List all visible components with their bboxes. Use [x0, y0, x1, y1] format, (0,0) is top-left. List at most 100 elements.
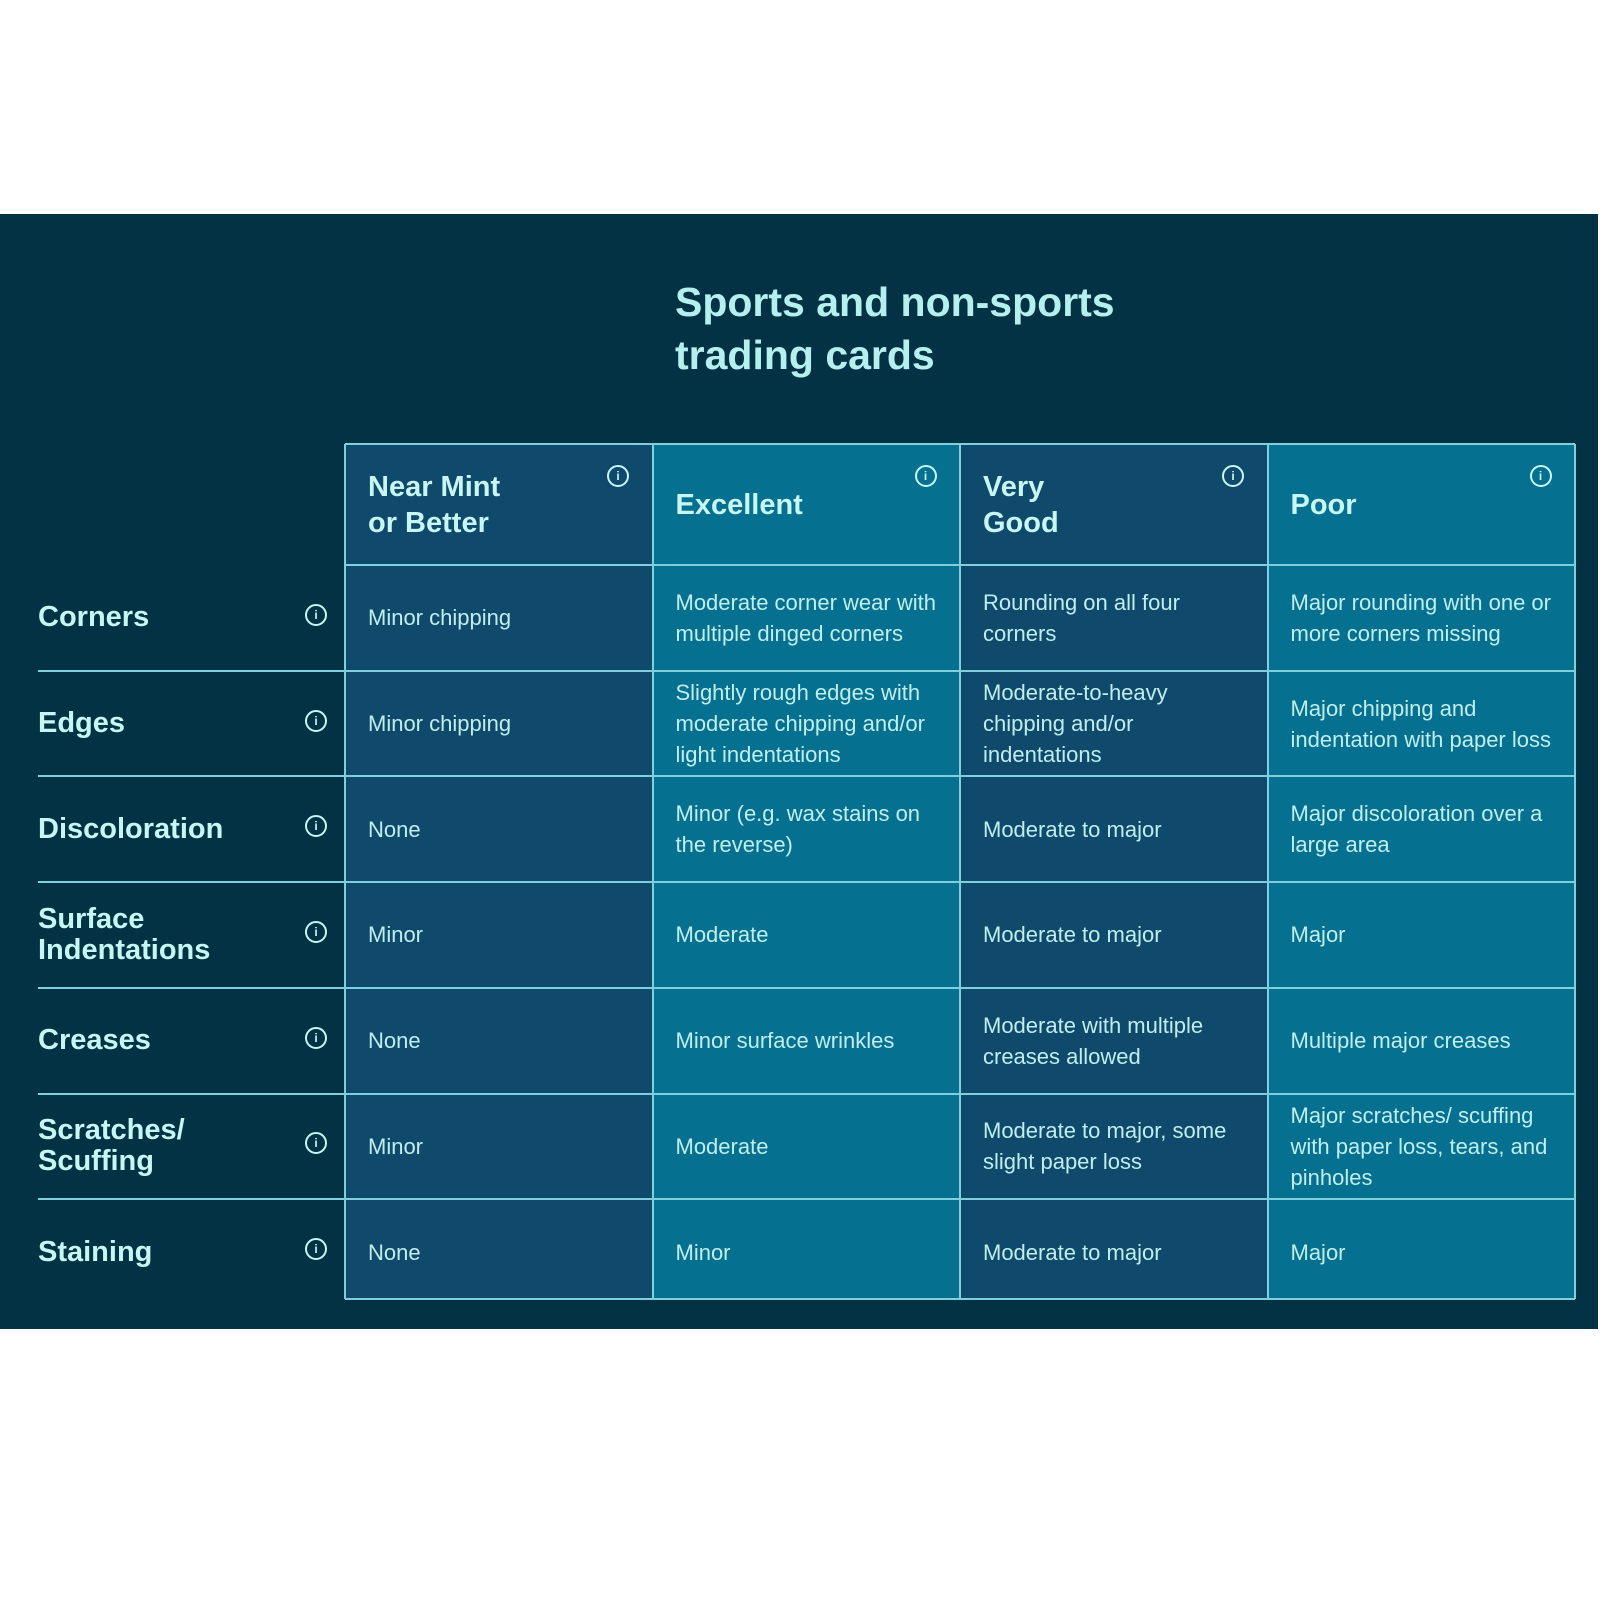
column-header-label: Near Mint or Better — [368, 470, 501, 539]
info-icon[interactable]: i — [305, 1132, 327, 1155]
page-title: Sports and non-sports trading cards — [675, 276, 1115, 382]
column-header: Near Mint or Better — [345, 444, 653, 565]
cell-text: Moderate — [675, 1133, 769, 1159]
condition-table: Near Mint or Better i Excellent i Very Good i… — [344, 443, 1576, 1300]
row-label-text: Staining — [38, 1235, 153, 1268]
row-label: Corners — [38, 565, 298, 671]
row-divider — [38, 1198, 1575, 1201]
table-cell: None — [345, 1199, 653, 1305]
row-label: Creases — [38, 988, 298, 1094]
cell-text: Moderate to major — [983, 1239, 1162, 1265]
table-cell: Rounding on all four corners — [960, 565, 1268, 671]
column-header: Poor — [1268, 444, 1576, 565]
cell-text: Minor chipping — [368, 711, 512, 737]
table-cell: Moderate — [653, 1094, 961, 1200]
table-cell: Moderate corner wear with multiple dinge… — [653, 565, 961, 671]
cell-text: Major — [1290, 922, 1346, 948]
cell-text: Rounding on all four corners — [983, 589, 1180, 646]
cell-text: Moderate to major — [983, 816, 1162, 842]
row-divider — [345, 1298, 1575, 1300]
cell-text: None — [368, 1239, 421, 1265]
info-icon[interactable]: i — [305, 815, 327, 838]
title-line: Sports and non-sports — [675, 279, 1115, 325]
table-cell: Minor — [345, 882, 653, 988]
table-cell: Minor chipping — [345, 565, 653, 671]
info-icon[interactable]: i — [914, 465, 937, 487]
table-cell: Minor (e.g. wax stains on the reverse) — [653, 776, 961, 882]
row-label: Edges — [38, 671, 298, 777]
row-label: Surface Indentations — [38, 882, 298, 988]
cell-text: Multiple major creases — [1290, 1028, 1511, 1054]
cell-text: Minor surface wrinkles — [675, 1028, 895, 1054]
cell-text: Moderate-to-heavy chipping and/or indent… — [983, 680, 1168, 768]
row-divider — [38, 1092, 1575, 1095]
table-cell: Moderate with multiple creases allowed — [960, 988, 1268, 1094]
info-icon[interactable]: i — [305, 709, 327, 732]
row-divider — [38, 881, 1575, 884]
table-cell: Moderate — [653, 882, 961, 988]
info-icon[interactable]: i — [305, 1026, 327, 1049]
cell-text: Moderate to major — [983, 922, 1162, 948]
column-header: Very Good — [960, 444, 1268, 565]
row-label: Discoloration — [38, 776, 298, 882]
table-cell: Moderate to major — [960, 776, 1268, 882]
row-label-text: Discoloration — [38, 812, 224, 845]
info-icon[interactable]: i — [1529, 465, 1552, 487]
table-cell: Major — [1268, 882, 1576, 988]
cell-text: Major scratches/ scuffing with paper los… — [1290, 1102, 1548, 1190]
info-icon[interactable]: i — [1222, 465, 1244, 487]
table-cell: Slightly rough edges with moderate chipp… — [653, 671, 961, 777]
cell-text: Moderate corner wear with multiple dinge… — [675, 589, 936, 646]
table-cell: Moderate to major — [960, 1199, 1268, 1305]
grade-column — [1267, 444, 1576, 1299]
table-cell: None — [345, 776, 653, 882]
table-cell: Minor — [345, 1094, 653, 1200]
table-cell: Minor surface wrinkles — [653, 988, 961, 1094]
table-cell: Major rounding with one or more corners … — [1268, 565, 1576, 671]
row-divider — [345, 564, 1575, 566]
row-divider — [38, 775, 1575, 778]
table-cell: None — [345, 988, 653, 1094]
row-label-text: Corners — [38, 601, 150, 634]
cell-text: None — [368, 816, 421, 842]
table-cell: Minor — [653, 1199, 961, 1305]
cell-text: Major discoloration over a large area — [1290, 801, 1543, 858]
cell-text: Moderate with multiple creases allowed — [983, 1012, 1204, 1069]
cell-text: Moderate to major, some slight paper los… — [983, 1118, 1227, 1175]
column-header: Excellent — [653, 444, 961, 565]
table-cell: Major discoloration over a large area — [1268, 776, 1576, 882]
table-cell: Multiple major creases — [1268, 988, 1576, 1094]
cell-text: Moderate — [675, 922, 769, 948]
info-icon[interactable]: i — [305, 920, 327, 943]
info-icon[interactable]: i — [305, 603, 327, 626]
column-header-label: Excellent — [675, 488, 803, 521]
table-cell: Major scratches/ scuffing with paper los… — [1268, 1094, 1576, 1200]
row-divider — [345, 443, 1575, 445]
table-cell: Moderate to major, some slight paper los… — [960, 1094, 1268, 1200]
table-cell: Major — [1268, 1199, 1576, 1305]
grade-column — [960, 444, 1268, 1299]
cell-text: Slightly rough edges with moderate chipp… — [675, 680, 926, 768]
row-label: Scratches/ Scuffing — [38, 1094, 298, 1200]
column-divider — [344, 444, 346, 1299]
column-header-label: Poor — [1290, 488, 1357, 521]
cell-text: Minor — [368, 922, 424, 948]
row-label-text: Scratches/ Scuffing — [38, 1114, 185, 1178]
table-cell: Major chipping and indentation with pape… — [1268, 671, 1576, 777]
cell-text: Major — [1290, 1239, 1346, 1265]
info-icon[interactable]: i — [607, 465, 629, 487]
cell-text: Minor — [368, 1133, 424, 1159]
column-divider — [651, 444, 654, 1299]
cell-text: Major rounding with one or more corners … — [1290, 589, 1551, 646]
table-cell: Moderate to major — [960, 882, 1268, 988]
table-cell: Moderate-to-heavy chipping and/or indent… — [960, 671, 1268, 777]
cell-text: Minor (e.g. wax stains on the reverse) — [675, 801, 921, 858]
row-divider — [38, 986, 1575, 989]
cell-text: None — [368, 1028, 421, 1054]
info-icon[interactable]: i — [305, 1238, 327, 1261]
row-label: Staining — [38, 1199, 298, 1305]
cell-text: Major chipping and indentation with pape… — [1290, 695, 1552, 752]
grade-column — [652, 444, 961, 1299]
column-divider — [1574, 444, 1576, 1299]
table-cell: Minor chipping — [345, 671, 653, 777]
